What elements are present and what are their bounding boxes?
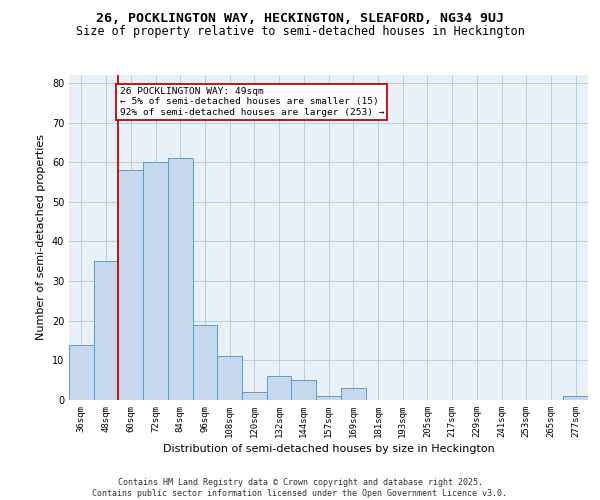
Bar: [267, 376, 292, 400]
Bar: [193, 324, 217, 400]
Bar: [316, 396, 341, 400]
X-axis label: Distribution of semi-detached houses by size in Heckington: Distribution of semi-detached houses by …: [163, 444, 494, 454]
Text: Size of property relative to semi-detached houses in Heckington: Size of property relative to semi-detach…: [76, 25, 524, 38]
Bar: [69, 344, 94, 400]
Bar: [341, 388, 365, 400]
Bar: [217, 356, 242, 400]
Y-axis label: Number of semi-detached properties: Number of semi-detached properties: [36, 134, 46, 340]
Bar: [118, 170, 143, 400]
Text: 26 POCKLINGTON WAY: 49sqm
← 5% of semi-detached houses are smaller (15)
92% of s: 26 POCKLINGTON WAY: 49sqm ← 5% of semi-d…: [119, 87, 384, 117]
Bar: [292, 380, 316, 400]
Text: Contains HM Land Registry data © Crown copyright and database right 2025.
Contai: Contains HM Land Registry data © Crown c…: [92, 478, 508, 498]
Bar: [242, 392, 267, 400]
Bar: [143, 162, 168, 400]
Text: 26, POCKLINGTON WAY, HECKINGTON, SLEAFORD, NG34 9UJ: 26, POCKLINGTON WAY, HECKINGTON, SLEAFOR…: [96, 12, 504, 26]
Bar: [94, 262, 118, 400]
Bar: [563, 396, 588, 400]
Bar: [168, 158, 193, 400]
